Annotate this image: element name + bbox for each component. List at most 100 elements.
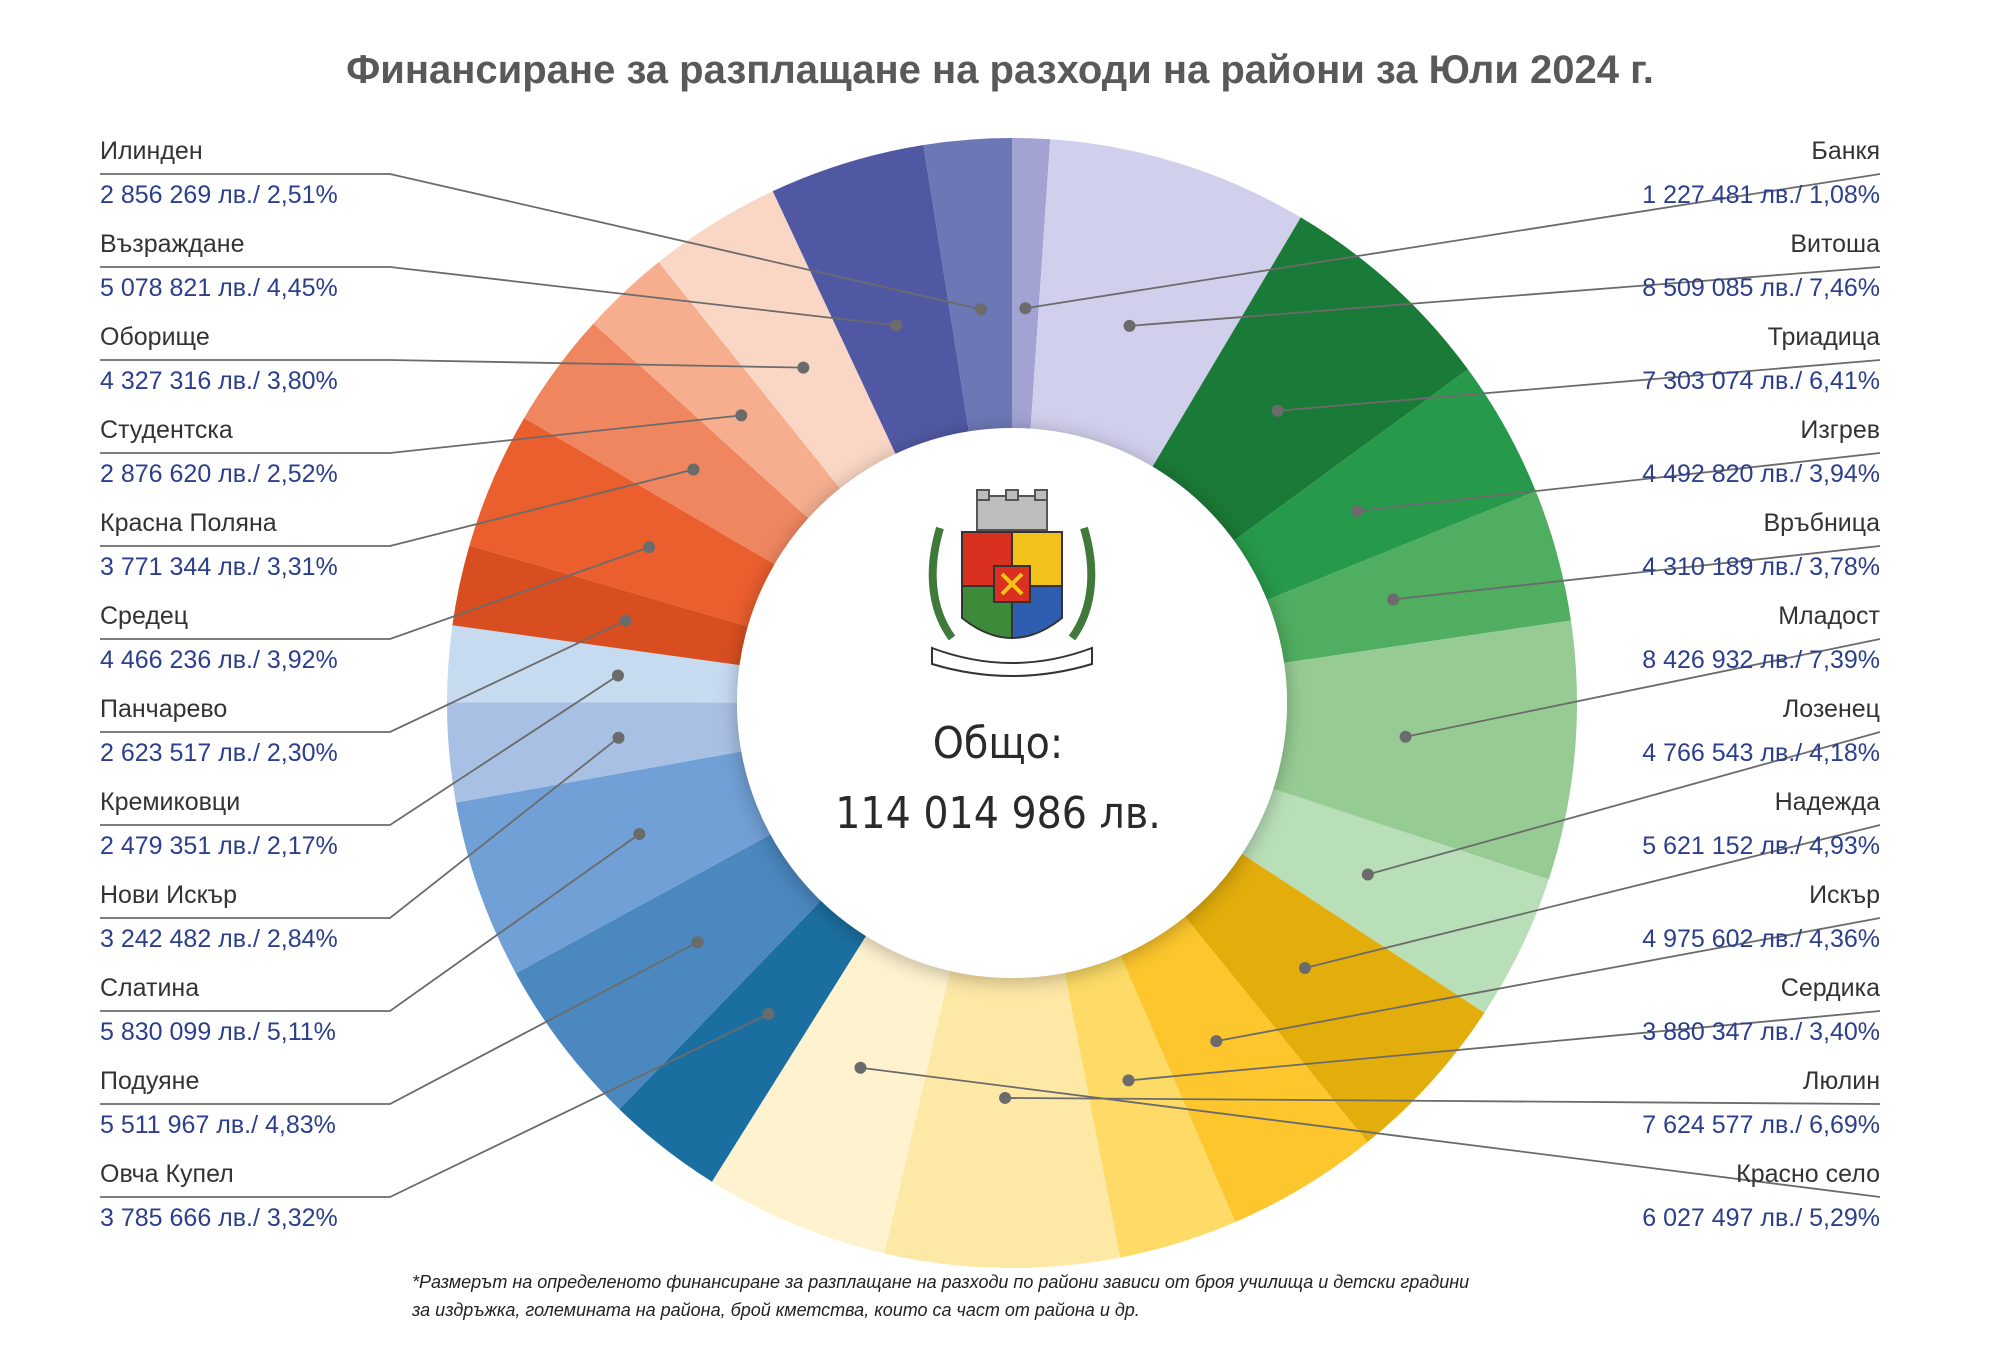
legend-value: 7 624 577 лв./ 6,69% <box>1642 1111 1880 1139</box>
legend-item-right-6: Лозенец 4 766 543 лв./ 4,18% <box>1520 694 1880 768</box>
legend-value: 4 466 236 лв./ 3,92% <box>100 646 338 674</box>
slice-5 <box>1273 620 1577 880</box>
leader-dot <box>890 319 903 332</box>
legend-item-left-4: Красна Поляна 3 771 344 лв./ 3,31% <box>100 508 460 582</box>
legend-name: Сердика <box>1780 974 1880 1002</box>
legend-item-right-10: Люлин 7 624 577 лв./ 6,69% <box>1520 1066 1880 1140</box>
legend-name: Триадица <box>1767 323 1880 351</box>
leader-line <box>860 1066 1881 1198</box>
legend-item-right-4: Връбница 4 310 189 лв./ 3,78% <box>1520 508 1880 582</box>
slice-23 <box>923 138 1012 432</box>
leader-dot <box>999 1091 1012 1104</box>
legend-item-right-0: Банкя 1 227 481 лв./ 1,08% <box>1520 136 1880 210</box>
leader-dot <box>1298 961 1311 974</box>
legend-value: 5 830 099 лв./ 5,11% <box>100 1018 336 1046</box>
leader-dot <box>643 541 656 554</box>
legend-value: 8 426 932 лв./ 7,39% <box>1642 646 1880 674</box>
legend-name: Кремиковци <box>100 788 241 816</box>
legend-item-left-11: Овча Купел 3 785 666 лв./ 3,32% <box>100 1159 460 1233</box>
slice-19 <box>524 323 809 565</box>
slice-17 <box>452 545 748 666</box>
leader-dot <box>619 614 632 627</box>
slice-16 <box>447 625 740 703</box>
total-value: 114 014 986 лв. <box>835 788 1161 839</box>
legend-item-left-7: Кремиковци 2 479 351 лв./ 2,17% <box>100 787 460 861</box>
slice-14 <box>455 751 771 974</box>
legend-name: Връбница <box>1763 509 1880 537</box>
legend-value: 4 766 543 лв./ 4,18% <box>1642 739 1880 767</box>
legend-value: 4 975 602 лв./ 4,36% <box>1642 925 1880 953</box>
leader-line <box>1367 731 1881 876</box>
legend-name: Красно село <box>1736 1160 1880 1188</box>
sofia-coat-of-arms <box>928 489 1096 677</box>
legend-name: Изгрев <box>1800 416 1880 444</box>
leader-dot <box>1123 319 1136 332</box>
slice-21 <box>658 191 896 489</box>
legend-name: Надежда <box>1774 788 1880 816</box>
legend-value: 5 511 967 лв./ 4,83% <box>100 1111 336 1139</box>
legend-name: Слатина <box>100 974 200 1002</box>
footnote: *Размерът на определеното финансиране за… <box>412 1272 1470 1320</box>
legend-name: Витоша <box>1790 230 1880 258</box>
legend-name: Красна Поляна <box>100 509 277 537</box>
legend-name: Панчарево <box>100 695 228 723</box>
slice-1 <box>1030 139 1301 467</box>
legend-item-right-11: Красно село 6 027 497 лв./ 5,29% <box>1520 1159 1880 1233</box>
legend-value: 3 771 344 лв./ 3,31% <box>100 553 338 581</box>
legend-value: 4 327 316 лв./ 3,80% <box>100 367 338 395</box>
legend-item-left-2: Оборище 4 327 316 лв./ 3,80% <box>100 322 460 396</box>
slice-20 <box>593 262 840 519</box>
legend-value: 3 880 347 лв./ 3,40% <box>1642 1018 1880 1046</box>
leader-line <box>1405 638 1881 738</box>
slice-3 <box>1233 369 1536 600</box>
legend-value: 3 785 666 лв./ 3,32% <box>100 1204 338 1232</box>
slice-13 <box>515 834 821 1110</box>
leader-line <box>1357 452 1881 512</box>
legend-value: 2 856 269 лв./ 2,51% <box>100 181 338 209</box>
leader-line <box>100 674 619 826</box>
legend-item-right-5: Младост 8 426 932 лв./ 7,39% <box>1520 601 1880 675</box>
leader-line <box>100 1013 769 1198</box>
leader-line <box>1005 1097 1881 1105</box>
leader-dot <box>1351 504 1364 517</box>
legend-value: 2 479 351 лв./ 2,17% <box>100 832 338 860</box>
leader-dot <box>974 303 987 316</box>
leader-line <box>100 359 804 369</box>
legend-item-right-8: Искър 4 975 602 лв./ 4,36% <box>1520 880 1880 954</box>
slice-15 <box>447 702 742 803</box>
leader-line <box>1025 173 1881 310</box>
leader-dot <box>1399 730 1412 743</box>
legend-name: Овча Купел <box>100 1160 234 1188</box>
leader-dot <box>612 731 625 744</box>
legend-item-right-3: Изгрев 4 492 820 лв./ 3,94% <box>1520 415 1880 489</box>
leader-dot <box>611 669 624 682</box>
slice-10 <box>884 970 1121 1268</box>
leader-line <box>100 468 694 547</box>
legend-value: 5 621 152 лв./ 4,93% <box>1642 832 1880 860</box>
leader-dot <box>1019 302 1032 315</box>
chart-title: Финансиране за разплащане на разходи на … <box>346 48 1654 92</box>
legend-value: 7 303 074 лв./ 6,41% <box>1642 367 1880 395</box>
legend-item-right-2: Триадица 7 303 074 лв./ 6,41% <box>1520 322 1880 396</box>
legend-name: Искър <box>1809 881 1880 909</box>
legend-item-left-10: Подуяне 5 511 967 лв./ 4,83% <box>100 1066 460 1140</box>
legend-item-right-1: Витоша 8 509 085 лв./ 7,46% <box>1520 229 1880 303</box>
legend-item-left-5: Средец 4 466 236 лв./ 3,92% <box>100 601 460 675</box>
legend-value: 3 242 482 лв./ 2,84% <box>100 925 338 953</box>
legend-value: 4 492 820 лв./ 3,94% <box>1642 460 1880 488</box>
leader-dot <box>1210 1035 1223 1048</box>
legend-name: Банкя <box>1811 137 1880 165</box>
slice-12 <box>619 900 866 1182</box>
legend-name: Подуяне <box>100 1067 200 1095</box>
legend-item-left-9: Слатина 5 830 099 лв./ 5,11% <box>100 973 460 1047</box>
slice-4 <box>1266 491 1571 663</box>
leader-dot <box>797 361 810 374</box>
legend-value: 4 310 189 лв./ 3,78% <box>1642 553 1880 581</box>
leader-line <box>100 266 897 327</box>
leader-line <box>1129 266 1881 327</box>
leader-dot <box>691 936 704 949</box>
legend-name: Възраждане <box>100 230 245 258</box>
slice-11 <box>711 936 950 1254</box>
legend-value: 1 227 481 лв./ 1,08% <box>1642 181 1880 209</box>
legend-value: 2 623 517 лв./ 2,30% <box>100 739 338 767</box>
